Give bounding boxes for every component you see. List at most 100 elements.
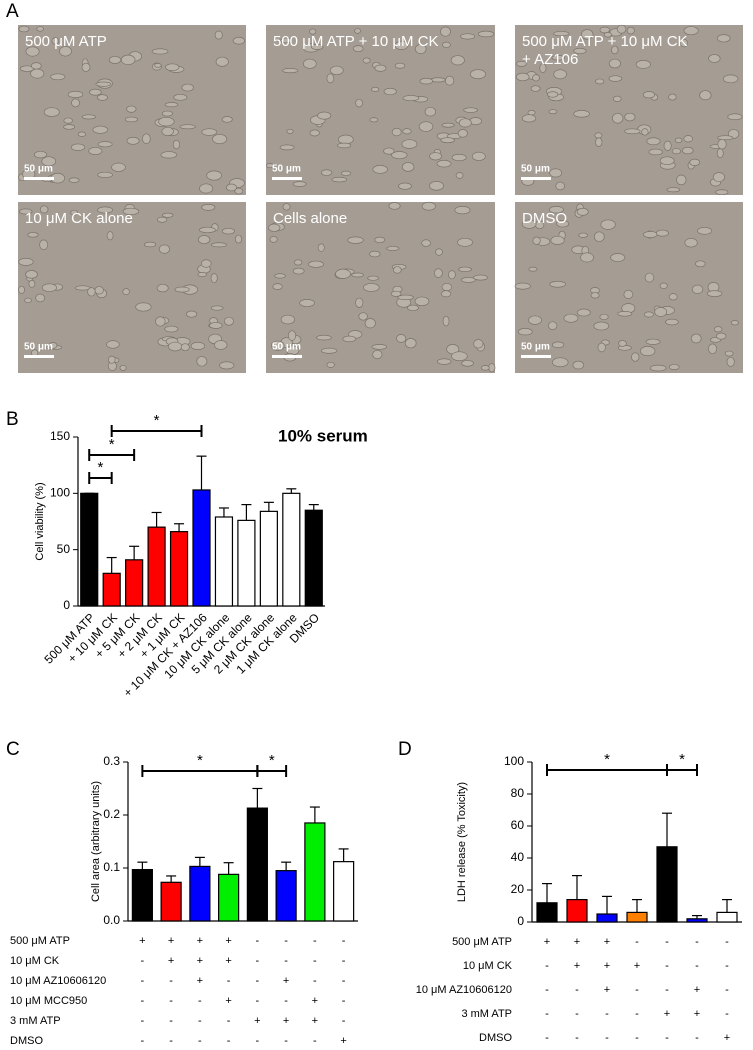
- cell: [311, 44, 324, 50]
- bar: [218, 873, 240, 922]
- cell: [668, 93, 677, 101]
- cell: [517, 328, 533, 336]
- condition-label: 500 μM ATP: [452, 936, 512, 948]
- cell: [36, 26, 44, 32]
- cell: [214, 340, 228, 350]
- bar: [147, 526, 166, 607]
- cell: [81, 62, 91, 72]
- cell: [445, 75, 455, 86]
- cell: [649, 364, 667, 372]
- condition-sign: -: [635, 984, 639, 996]
- cell: [351, 272, 364, 278]
- cell: [477, 30, 495, 38]
- cell: [441, 122, 455, 128]
- cell: [316, 334, 332, 341]
- cell: [640, 345, 656, 357]
- cell: [374, 64, 387, 72]
- condition-sign: -: [635, 1008, 639, 1020]
- cell: [337, 134, 354, 145]
- cell: [95, 81, 112, 87]
- bar: [169, 531, 189, 607]
- condition-sign: +: [604, 936, 610, 948]
- cell: [451, 351, 468, 362]
- condition-sign: +: [604, 960, 610, 972]
- cell: [590, 292, 600, 299]
- condition-sign: -: [635, 936, 639, 948]
- cell: [699, 90, 712, 101]
- cell: [595, 78, 605, 85]
- cell: [435, 248, 443, 256]
- cell: [39, 205, 49, 214]
- condition-sign: -: [695, 936, 699, 948]
- cell: [724, 350, 734, 357]
- cell: [43, 107, 60, 117]
- cell: [293, 259, 303, 266]
- condition-sign: -: [141, 1015, 145, 1027]
- condition-sign: -: [256, 935, 260, 947]
- condition-sign: -: [342, 995, 346, 1007]
- bar: [160, 881, 182, 922]
- panel-label: A: [6, 1, 19, 22]
- cell: [214, 30, 223, 40]
- cell: [516, 60, 527, 67]
- condition-sign: +: [254, 1015, 260, 1027]
- cell: [433, 268, 443, 278]
- cell: [106, 231, 114, 241]
- cell: [402, 128, 412, 135]
- cell: [18, 285, 25, 294]
- cell: [437, 358, 452, 365]
- cell: [41, 156, 57, 167]
- scale-bar-label: 50 μm: [521, 342, 550, 353]
- cell: [122, 288, 130, 296]
- condition-sign: -: [141, 955, 145, 967]
- condition-sign: +: [694, 1008, 700, 1020]
- cell: [355, 98, 363, 108]
- y-tick-label: 0.0: [103, 913, 120, 927]
- cell: [282, 203, 291, 211]
- condition-label: 10 μM CK: [10, 955, 60, 967]
- cell: [668, 293, 678, 301]
- cell: [458, 118, 472, 128]
- bar: [566, 898, 588, 923]
- cell: [631, 352, 640, 362]
- cell: [88, 147, 103, 155]
- bar: [131, 868, 153, 922]
- condition-sign: -: [169, 975, 173, 987]
- cell: [97, 171, 113, 178]
- cell: [555, 181, 565, 191]
- cell: [401, 162, 415, 172]
- bar: [102, 572, 121, 607]
- cell: [41, 283, 57, 292]
- cell: [39, 239, 49, 250]
- cell: [665, 318, 679, 326]
- condition-sign: +: [634, 960, 640, 972]
- cell: [641, 128, 649, 136]
- cell: [666, 187, 681, 193]
- cell: [337, 142, 352, 149]
- cell: [576, 308, 591, 317]
- cell: [656, 229, 669, 237]
- y-tick-label: 100: [50, 486, 70, 500]
- cell: [309, 129, 320, 137]
- cell: [404, 338, 417, 349]
- cell: [528, 315, 542, 325]
- cell: [201, 204, 216, 211]
- cell: [122, 207, 140, 215]
- cell: [320, 169, 333, 176]
- condition-label: 10 μM MCC950: [10, 995, 87, 1007]
- cell: [165, 63, 180, 72]
- cell: [234, 234, 243, 244]
- cell: [221, 116, 233, 123]
- cell: [372, 164, 388, 174]
- cell: [473, 339, 484, 349]
- cell: [143, 241, 157, 248]
- cell: [157, 216, 168, 223]
- condition-sign: +: [168, 955, 174, 967]
- cell: [429, 152, 442, 161]
- cell: [158, 244, 171, 254]
- cell: [270, 340, 285, 351]
- cell: [120, 54, 136, 66]
- cell: [215, 56, 229, 67]
- significance: *: [98, 459, 104, 476]
